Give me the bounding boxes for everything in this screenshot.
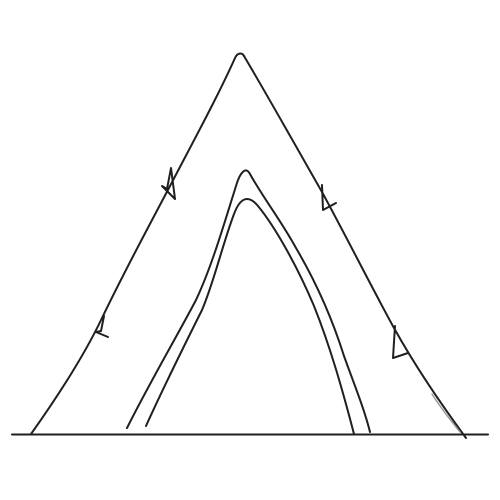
tent-outline-right [243, 55, 467, 439]
tent-notch-upper-right [321, 184, 337, 211]
tent-base-faint-stroke [431, 393, 461, 433]
tent-notch-lower-left [95, 315, 109, 338]
tent-door-inner-arc [145, 198, 355, 435]
tent-notch-lower-right [392, 325, 409, 359]
tent-door-outer-arc [126, 169, 371, 433]
tent-notch-upper-left [161, 167, 176, 200]
tent-outline-left [30, 52, 245, 435]
